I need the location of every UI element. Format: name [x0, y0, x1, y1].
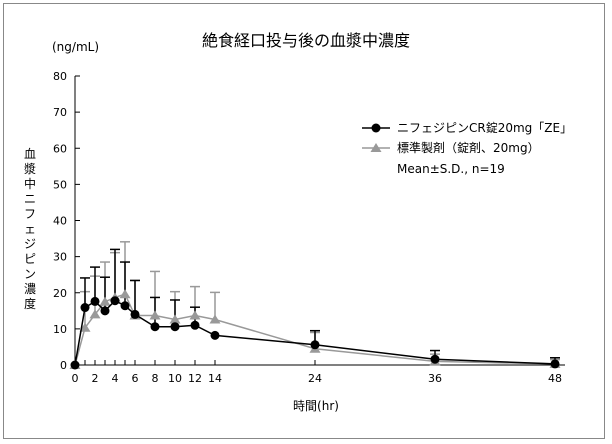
y-axis-label-char: フ: [24, 207, 36, 221]
y-tick-label: 80: [53, 70, 67, 83]
data-point-0: [310, 340, 320, 350]
y-tick-label: 70: [53, 106, 67, 119]
data-point-0: [100, 306, 110, 316]
y-tick-label: 30: [53, 251, 67, 264]
data-point-0: [550, 359, 560, 369]
y-tick-label: 50: [53, 178, 67, 191]
data-point-0: [110, 296, 120, 306]
series-line-1: [74, 293, 556, 366]
y-axis-label-char: 度: [24, 296, 36, 311]
data-point-0: [130, 309, 140, 319]
y-tick-label: 60: [53, 142, 67, 155]
y-axis-label-char: 漿: [24, 161, 36, 176]
data-point-0: [170, 322, 180, 332]
data-point-0: [70, 360, 80, 370]
x-tick-label: 8: [152, 372, 159, 385]
chart-title: 絶食経口投与後の血漿中濃度: [202, 31, 410, 50]
data-point-0: [120, 301, 130, 311]
y-axis-label-char: ピ: [24, 252, 36, 266]
x-tick-label: 6: [132, 372, 139, 385]
legend-label-0: ニフェジピンCR錠20mg「ZE」: [397, 120, 572, 135]
data-point-1: [209, 314, 221, 324]
chart-frame: [3, 3, 605, 439]
data-point-1: [79, 322, 91, 332]
x-tick-label: 10: [168, 372, 182, 385]
x-tick-label: 14: [208, 372, 222, 385]
x-tick-label: 48: [548, 372, 562, 385]
legend-marker-1: [370, 143, 382, 152]
y-axis-label-char: ェ: [24, 222, 36, 236]
x-tick-label: 4: [112, 372, 119, 385]
x-tick-label: 2: [92, 372, 99, 385]
y-axis-label-char: ジ: [24, 237, 36, 251]
x-tick-label: 12: [188, 372, 202, 385]
y-tick-label: 10: [53, 323, 67, 336]
data-point-1: [149, 310, 161, 320]
y-axis-label-char: 濃: [24, 282, 36, 296]
y-axis-label-char: ニ: [24, 192, 36, 206]
legend-marker-0: [371, 123, 381, 133]
data-point-0: [80, 303, 90, 313]
legend-note: Mean±S.D., n=19: [397, 162, 505, 176]
y-tick-label: 40: [53, 215, 67, 228]
legend-label-1: 標準製剤（錠剤、20mg）: [397, 140, 540, 155]
data-point-1: [189, 310, 201, 320]
y-tick-label: 20: [53, 287, 67, 300]
data-point-0: [190, 320, 200, 330]
data-point-1: [119, 289, 131, 299]
x-tick-label: 0: [72, 372, 79, 385]
x-axis-label: 時間(hr): [293, 399, 339, 413]
data-point-1: [89, 309, 101, 319]
y-axis-label-char: ン: [24, 267, 36, 281]
data-point-0: [210, 330, 220, 340]
y-unit-label: (ng/mL): [52, 40, 99, 54]
y-tick-label: 0: [60, 359, 67, 372]
y-axis-label-char: 血: [24, 147, 36, 161]
data-point-0: [90, 296, 100, 306]
x-tick-label: 36: [428, 372, 442, 385]
data-point-0: [150, 322, 160, 332]
x-tick-label: 24: [308, 372, 322, 385]
data-point-1: [169, 314, 181, 324]
y-axis-label-char: 中: [24, 176, 36, 191]
data-point-1: [99, 296, 111, 306]
data-point-0: [430, 354, 440, 364]
